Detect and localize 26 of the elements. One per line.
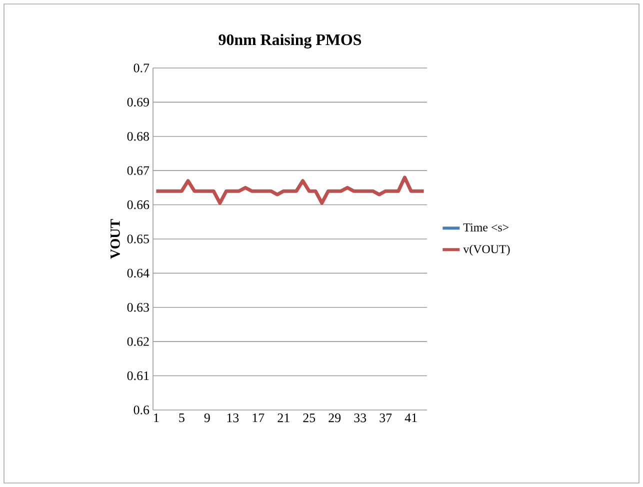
y-tick-label: 0.69: [127, 98, 149, 107]
y-tick-label: 0.61: [127, 371, 149, 380]
y-tick-label: 0.67: [127, 166, 150, 175]
x-tick-label: 37: [380, 414, 392, 422]
y-tick-label: 0.6: [134, 406, 150, 414]
y-tick-label: 0.64: [127, 268, 150, 278]
y-tick-label: 0.62: [127, 337, 149, 346]
x-tick-label: 13: [227, 414, 239, 422]
x-tick-label: 9: [204, 414, 210, 422]
x-tick-label: 25: [303, 414, 316, 422]
y-tick-label: 0.63: [127, 302, 149, 312]
x-tick-label: 29: [328, 414, 341, 422]
x-tick-label: 21: [278, 414, 290, 422]
chart-title: 90nm Raising PMOS: [218, 34, 362, 48]
legend-label: v(VOUT): [463, 244, 510, 256]
x-tick-label: 33: [354, 414, 366, 422]
y-tick-label: 0.7: [134, 64, 150, 72]
x-tick-label: 41: [404, 414, 417, 422]
x-tick-label: 1: [154, 414, 159, 422]
legend-label: Time <s>: [463, 223, 509, 232]
y-tick-label: 0.65: [127, 234, 149, 244]
x-tick-label: 17: [252, 414, 264, 422]
x-tick-label: 5: [179, 414, 184, 422]
y-tick-label: 0.68: [127, 132, 149, 141]
y-axis-title: VOUT: [110, 219, 120, 259]
y-tick-label: 0.66: [127, 200, 150, 210]
